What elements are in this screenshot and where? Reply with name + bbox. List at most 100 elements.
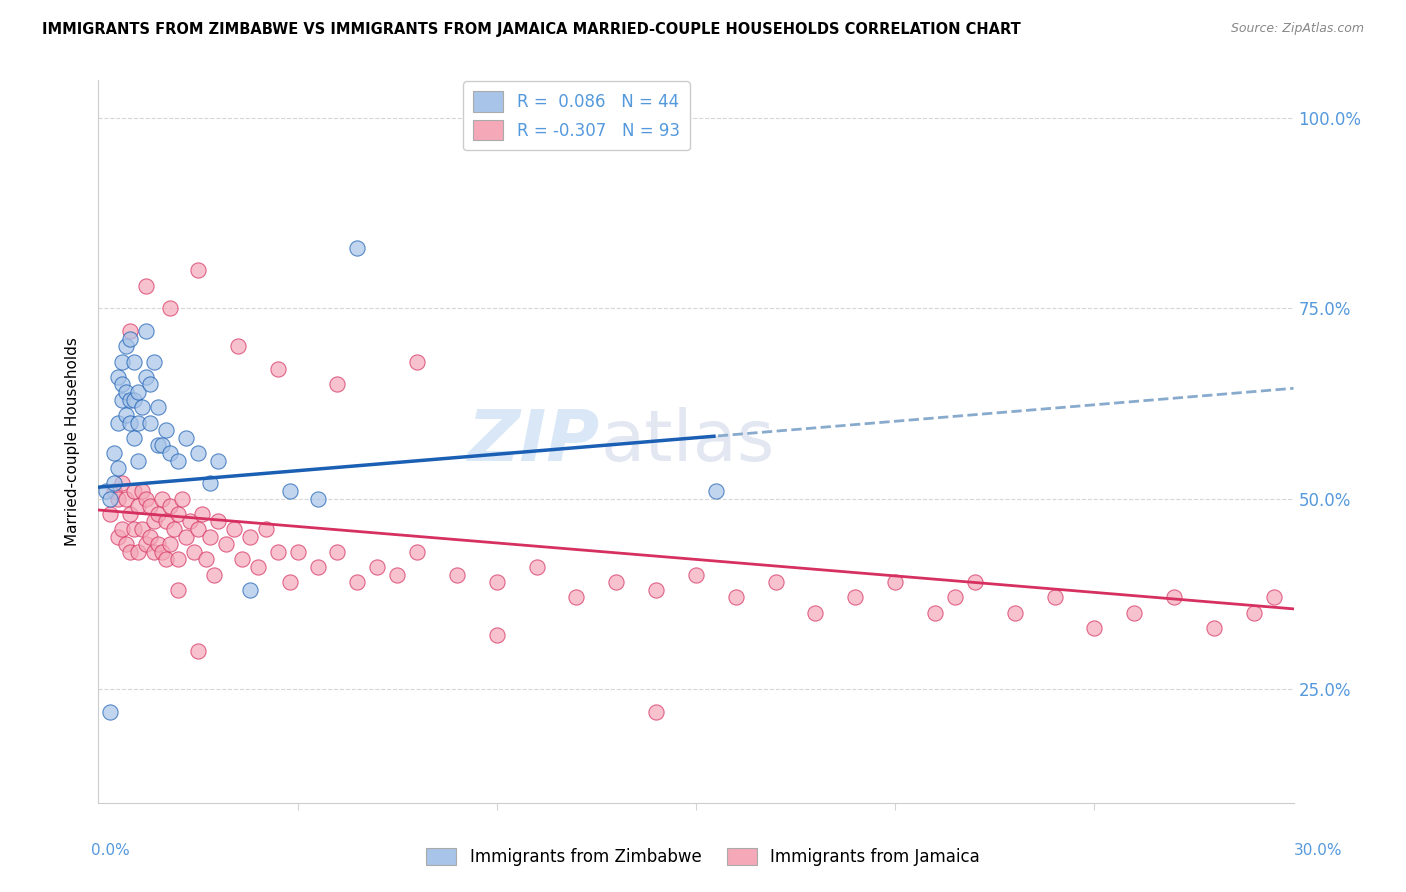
- Point: [135, 278, 157, 293]
- Point: [139, 416, 162, 430]
- Point: [267, 545, 290, 559]
- Point: [1243, 606, 1265, 620]
- Point: [107, 491, 129, 506]
- Point: [179, 515, 201, 529]
- Point: [139, 530, 162, 544]
- Point: [645, 705, 668, 719]
- Point: [107, 530, 129, 544]
- Point: [127, 453, 149, 467]
- Point: [148, 401, 170, 415]
- Point: [198, 476, 221, 491]
- Point: [124, 522, 146, 536]
- Point: [115, 537, 138, 551]
- Point: [526, 560, 548, 574]
- Text: IMMIGRANTS FROM ZIMBABWE VS IMMIGRANTS FROM JAMAICA MARRIED-COUPLE HOUSEHOLDS CO: IMMIGRANTS FROM ZIMBABWE VS IMMIGRANTS F…: [42, 22, 1021, 37]
- Point: [202, 567, 225, 582]
- Point: [246, 560, 269, 574]
- Point: [254, 522, 277, 536]
- Point: [406, 354, 429, 368]
- Point: [111, 522, 134, 536]
- Point: [143, 545, 166, 559]
- Point: [346, 575, 368, 590]
- Point: [103, 446, 125, 460]
- Point: [704, 483, 727, 498]
- Point: [103, 476, 125, 491]
- Point: [163, 522, 186, 536]
- Point: [107, 461, 129, 475]
- Point: [215, 537, 238, 551]
- Point: [174, 431, 197, 445]
- Point: [172, 491, 194, 506]
- Text: 0.0%: 0.0%: [91, 843, 131, 858]
- Point: [139, 377, 162, 392]
- Point: [111, 392, 134, 407]
- Point: [565, 591, 588, 605]
- Point: [103, 483, 125, 498]
- Point: [207, 453, 229, 467]
- Text: Source: ZipAtlas.com: Source: ZipAtlas.com: [1230, 22, 1364, 36]
- Point: [127, 416, 149, 430]
- Point: [226, 339, 249, 353]
- Point: [605, 575, 627, 590]
- Text: 30.0%: 30.0%: [1295, 843, 1343, 858]
- Point: [155, 423, 177, 437]
- Point: [844, 591, 866, 605]
- Point: [963, 575, 986, 590]
- Point: [924, 606, 946, 620]
- Point: [150, 438, 173, 452]
- Point: [148, 507, 170, 521]
- Point: [131, 401, 153, 415]
- Point: [98, 705, 122, 719]
- Point: [111, 377, 134, 392]
- Point: [174, 530, 197, 544]
- Point: [346, 241, 368, 255]
- Point: [155, 552, 177, 566]
- Point: [143, 354, 166, 368]
- Point: [239, 582, 262, 597]
- Point: [135, 491, 157, 506]
- Point: [207, 515, 229, 529]
- Point: [159, 537, 181, 551]
- Point: [127, 385, 149, 400]
- Point: [195, 552, 218, 566]
- Point: [124, 354, 146, 368]
- Point: [724, 591, 747, 605]
- Point: [124, 483, 146, 498]
- Point: [135, 537, 157, 551]
- Point: [765, 575, 787, 590]
- Point: [159, 499, 181, 513]
- Point: [148, 537, 170, 551]
- Y-axis label: Married-couple Households: Married-couple Households: [65, 337, 80, 546]
- Point: [307, 491, 329, 506]
- Point: [96, 483, 118, 498]
- Point: [139, 499, 162, 513]
- Legend: Immigrants from Zimbabwe, Immigrants from Jamaica: Immigrants from Zimbabwe, Immigrants fro…: [420, 841, 986, 873]
- Point: [115, 408, 138, 422]
- Point: [120, 507, 142, 521]
- Point: [187, 522, 209, 536]
- Point: [131, 522, 153, 536]
- Point: [135, 370, 157, 384]
- Point: [120, 332, 142, 346]
- Point: [287, 545, 309, 559]
- Point: [159, 446, 181, 460]
- Point: [155, 515, 177, 529]
- Point: [366, 560, 388, 574]
- Point: [131, 483, 153, 498]
- Point: [167, 507, 190, 521]
- Point: [167, 582, 190, 597]
- Point: [804, 606, 827, 620]
- Point: [198, 530, 221, 544]
- Point: [120, 324, 142, 338]
- Point: [485, 575, 508, 590]
- Point: [120, 416, 142, 430]
- Point: [446, 567, 468, 582]
- Point: [183, 545, 205, 559]
- Point: [98, 507, 122, 521]
- Point: [1163, 591, 1185, 605]
- Point: [1263, 591, 1285, 605]
- Point: [98, 491, 122, 506]
- Point: [107, 370, 129, 384]
- Point: [127, 499, 149, 513]
- Point: [124, 431, 146, 445]
